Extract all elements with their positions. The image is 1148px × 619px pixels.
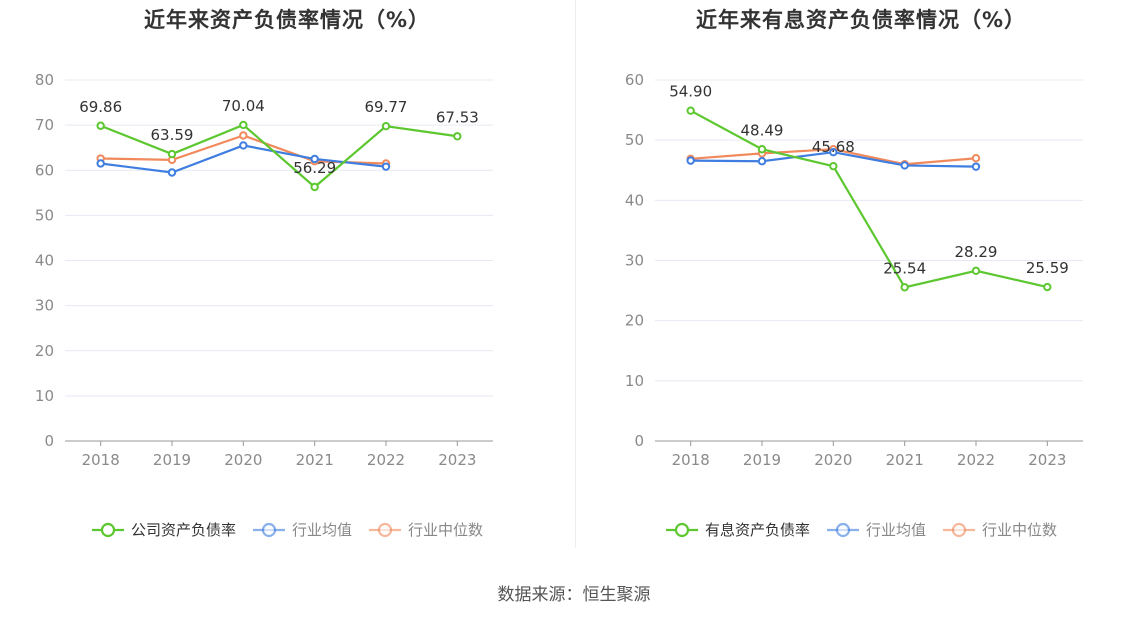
legend-label: 公司资产负债率 — [130, 521, 236, 539]
x-tick-label: 2020 — [814, 451, 852, 469]
data-point[interactable] — [239, 120, 248, 130]
legend: 公司资产负债率 行业均值 行业中位数 — [0, 519, 574, 542]
y-tick-label: 30 — [35, 297, 54, 315]
data-point[interactable] — [453, 132, 462, 141]
y-tick-label: 0 — [44, 432, 54, 450]
x-tick-label: 2019 — [153, 451, 191, 469]
legend-label: 有息资产负债率 — [704, 521, 810, 539]
data-point[interactable] — [971, 162, 981, 171]
legend-label: 行业均值 — [865, 521, 926, 539]
legend-marker-icon — [826, 522, 859, 537]
data-label: 67.53 — [436, 108, 479, 126]
data-point[interactable] — [239, 141, 248, 150]
data-label: 54.90 — [669, 83, 712, 101]
x-tick-label: 2021 — [886, 451, 924, 469]
y-tick-label: 20 — [35, 342, 54, 360]
y-tick-label: 70 — [35, 116, 54, 134]
data-label: 28.29 — [955, 243, 998, 261]
chart-panel-interest-debt-ratio: 近年来有息资产负债率情况（%） 0 10 20 30 40 50 60 2018 2019 202… — [574, 0, 1148, 560]
legend-marker-icon — [91, 522, 124, 537]
data-point[interactable] — [971, 154, 981, 163]
chart-interest-debt-ratio: 0 10 20 30 40 50 60 2018 2019 2020 2021 2022 2023 54.… — [625, 71, 1083, 469]
data-point[interactable] — [757, 145, 767, 154]
data-label: 63.59 — [151, 126, 194, 144]
legend-item[interactable]: 有息资产负债率 — [665, 519, 810, 540]
legend-item[interactable]: 公司资产负债率 — [91, 519, 236, 540]
x-tick-label: 2018 — [82, 451, 120, 469]
y-tick-label: 80 — [35, 71, 54, 89]
legend-label: 行业均值 — [291, 521, 352, 539]
data-label: 70.04 — [222, 97, 265, 115]
y-tick-label: 0 — [634, 432, 644, 450]
data-point[interactable] — [686, 106, 695, 115]
y-tick-label: 60 — [35, 161, 54, 179]
data-label: 25.54 — [883, 259, 926, 277]
legend-item[interactable]: 行业中位数 — [942, 519, 1057, 540]
data-point[interactable] — [310, 182, 319, 192]
data-point[interactable] — [900, 283, 909, 292]
y-tick-label: 60 — [625, 71, 644, 89]
x-tick-label: 2022 — [367, 451, 405, 469]
data-point[interactable] — [900, 161, 909, 170]
chart-title: 近年来资产负债率情况（%） — [143, 8, 431, 32]
data-label: 69.86 — [79, 98, 122, 116]
x-tick-label: 2019 — [743, 451, 781, 469]
data-point[interactable] — [971, 266, 981, 275]
legend-label: 行业中位数 — [982, 521, 1058, 539]
data-point[interactable] — [96, 121, 105, 130]
data-point[interactable] — [381, 121, 391, 131]
data-label: 48.49 — [741, 121, 784, 139]
legend: 有息资产负债率 行业均值 行业中位数 — [574, 519, 1148, 542]
data-point[interactable] — [686, 156, 695, 165]
y-tick-label: 20 — [625, 312, 644, 330]
data-point[interactable] — [239, 131, 248, 140]
data-point[interactable] — [757, 157, 767, 166]
series-line — [690, 109, 1048, 289]
y-tick-label: 40 — [35, 252, 54, 270]
data-label: 69.77 — [365, 98, 408, 116]
data-label: 56.29 — [293, 159, 336, 177]
series-line — [100, 123, 458, 189]
data-point[interactable] — [829, 148, 838, 157]
data-point[interactable] — [381, 162, 391, 171]
panel-divider — [575, 0, 576, 548]
x-tick-label: 2021 — [296, 451, 334, 469]
legend-marker-icon — [252, 522, 285, 537]
legend-marker-icon — [665, 522, 698, 537]
x-tick-label: 2020 — [224, 451, 262, 469]
data-label: 25.59 — [1026, 259, 1069, 277]
legend-marker-icon — [943, 522, 975, 537]
x-tick-label: 2023 — [1028, 451, 1066, 469]
y-tick-label: 10 — [35, 387, 54, 405]
y-tick-label: 50 — [35, 206, 54, 224]
legend-item[interactable]: 行业均值 — [826, 519, 926, 540]
data-point[interactable] — [167, 168, 177, 177]
data-point[interactable] — [1043, 282, 1052, 292]
data-point[interactable] — [167, 149, 177, 159]
x-tick-label: 2023 — [438, 451, 476, 469]
data-point[interactable] — [96, 159, 105, 168]
x-tick-label: 2022 — [957, 451, 995, 469]
data-label: 45.68 — [812, 138, 855, 156]
legend-item[interactable]: 行业均值 — [252, 519, 352, 540]
legend-label: 行业中位数 — [408, 521, 484, 539]
data-source: 数据来源：恒生聚源 — [497, 585, 651, 605]
chart-panel-debt-ratio: 近年来资产负债率情况（%） 0 10 20 30 40 50 60 70 80 2018 2019 2… — [0, 0, 574, 560]
y-tick-label: 10 — [625, 372, 644, 390]
legend-marker-icon — [369, 522, 401, 537]
chart-title: 近年来有息资产负债率情况（%） — [695, 8, 1027, 32]
chart-debt-ratio: 0 10 20 30 40 50 60 70 80 2018 2019 2020 2021 2022 202… — [35, 71, 493, 469]
x-tick-label: 2018 — [672, 451, 710, 469]
y-tick-label: 30 — [625, 252, 644, 270]
y-tick-label: 50 — [625, 131, 644, 149]
y-tick-label: 40 — [625, 191, 644, 209]
data-point[interactable] — [310, 154, 319, 164]
legend-item[interactable]: 行业中位数 — [368, 519, 483, 540]
data-point[interactable] — [829, 161, 838, 171]
